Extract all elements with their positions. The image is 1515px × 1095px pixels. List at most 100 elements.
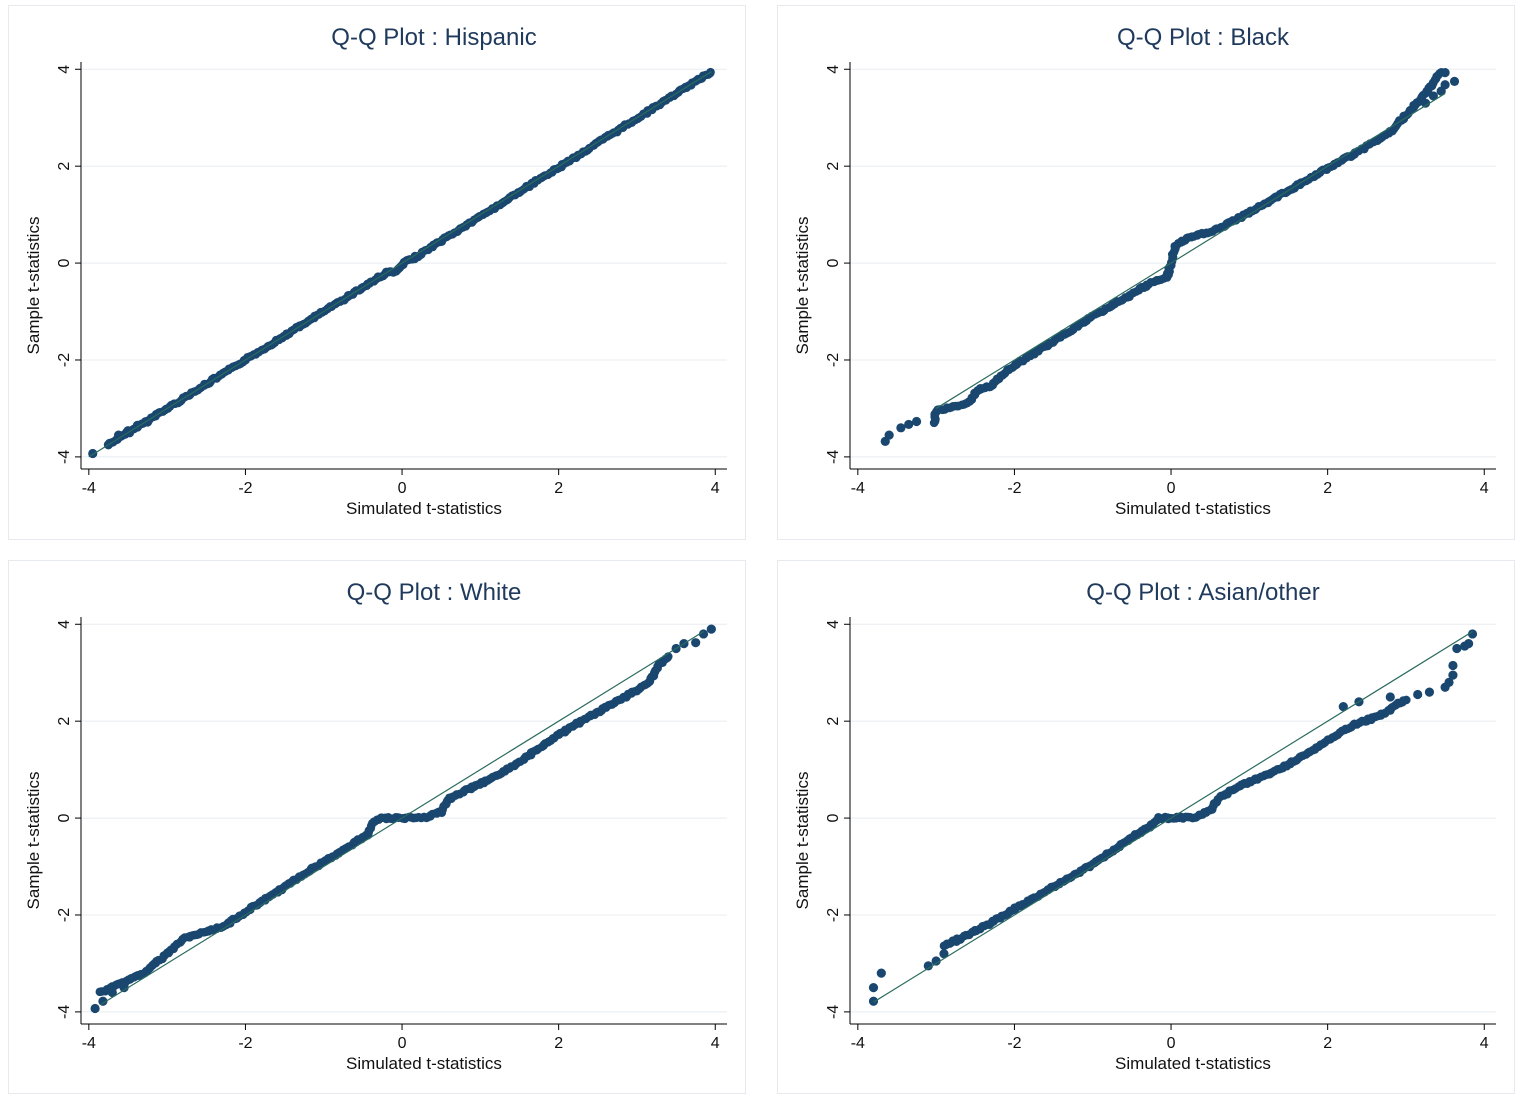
- qq-chart-asian-other: Q-Q Plot : Asian/other -4 -2 0 2 4 -4 -2 0 2 4 Simu…: [793, 579, 1496, 1073]
- chart-title: Q-Q Plot : Black: [1117, 24, 1290, 51]
- x-tick-label: -2: [238, 1035, 252, 1052]
- sample-point: [876, 968, 886, 978]
- reference-line: [100, 631, 704, 1006]
- sample-point: [868, 983, 879, 993]
- x-tick-label: -4: [851, 1035, 865, 1052]
- y-tick-label: 4: [56, 65, 73, 74]
- y-tick-label: -4: [56, 450, 73, 464]
- x-axis-title: Simulated t-statistics: [1115, 1054, 1271, 1073]
- x-tick-label: -2: [238, 480, 252, 497]
- sample-point: [698, 629, 709, 639]
- x-tick-label: -2: [1007, 480, 1021, 497]
- y-tick-label: -4: [56, 1005, 73, 1019]
- y-tick-label: -4: [825, 1005, 842, 1019]
- y-tick-label: 4: [825, 620, 842, 629]
- x-tick-label: 4: [1480, 480, 1489, 497]
- sample-point: [691, 638, 701, 648]
- sample-point: [123, 426, 133, 436]
- sample-point: [1448, 670, 1458, 680]
- sample-point: [90, 1003, 100, 1014]
- sample-point: [1420, 98, 1431, 108]
- qq-panel-asian-other: Q-Q Plot : Asian/other -4 -2 0 2 4 -4 -2 0 2 4 Simu…: [777, 560, 1515, 1094]
- y-tick-label: 4: [825, 65, 842, 74]
- sample-point: [1440, 80, 1450, 90]
- sample-points: [868, 629, 1478, 1006]
- x-tick-label: 4: [711, 480, 720, 497]
- reference-line: [88, 71, 712, 458]
- y-axis-title: Sample t-statistics: [793, 772, 812, 910]
- x-tick-label: 0: [1167, 480, 1176, 497]
- y-tick-label: -2: [825, 908, 842, 922]
- sample-point: [1463, 639, 1474, 649]
- y-axis-title: Sample t-statistics: [793, 217, 812, 355]
- qq-panel-white: Q-Q Plot : White -4 -2 0 2 4 -4 -2 0 2 4 Simulated …: [8, 560, 746, 1094]
- y-tick-label: 2: [825, 717, 842, 726]
- qq-chart-hispanic: Q-Q Plot : Hispanic -4 -2 0 2 4 -4 -2 0 2 4 Simulat…: [24, 24, 727, 518]
- sample-point: [1448, 660, 1458, 671]
- y-tick-label: -4: [825, 450, 842, 464]
- y-tick-label: 0: [825, 814, 842, 823]
- sample-point: [1402, 695, 1411, 705]
- sample-point: [98, 996, 108, 1006]
- y-tick-label: 0: [56, 814, 73, 823]
- x-tick-label: 2: [1323, 480, 1332, 497]
- y-tick-label: 2: [56, 162, 73, 171]
- x-tick-label: 4: [1480, 1035, 1489, 1052]
- sample-point: [1424, 687, 1435, 697]
- reference-line: [935, 92, 1446, 409]
- y-tick-label: 2: [56, 717, 73, 726]
- x-tick-label: 0: [1167, 1035, 1176, 1052]
- sample-point: [706, 624, 716, 634]
- sample-point: [1440, 68, 1450, 78]
- sample-point: [1444, 677, 1454, 688]
- sample-point: [931, 956, 941, 966]
- chart-title: Q-Q Plot : White: [347, 579, 522, 606]
- x-tick-label: 4: [711, 1035, 720, 1052]
- sample-point: [923, 961, 933, 971]
- y-tick-label: -2: [56, 908, 73, 922]
- y-tick-label: 2: [825, 162, 842, 171]
- chart-title: Q-Q Plot : Hispanic: [331, 24, 536, 51]
- x-tick-label: -4: [82, 1035, 96, 1052]
- sample-point: [896, 423, 906, 433]
- qq-panel-hispanic: Q-Q Plot : Hispanic -4 -2 0 2 4 -4 -2 0 2 4 Simulat…: [8, 5, 746, 540]
- y-tick-label: 0: [825, 259, 842, 268]
- x-tick-label: -4: [82, 480, 96, 497]
- sample-point: [1428, 91, 1438, 101]
- x-tick-label: 0: [398, 1035, 407, 1052]
- sample-point: [1338, 702, 1348, 712]
- sample-point: [904, 419, 914, 430]
- sample-point: [1452, 643, 1462, 654]
- y-tick-label: 4: [56, 620, 73, 629]
- x-axis-title: Simulated t-statistics: [1115, 499, 1271, 518]
- x-axis-title: Simulated t-statistics: [346, 1054, 502, 1073]
- reference-line: [873, 631, 1473, 1003]
- y-axis-title: Sample t-statistics: [24, 772, 43, 910]
- sample-point: [1413, 689, 1423, 700]
- sample-point: [1385, 692, 1395, 702]
- qq-chart-white: Q-Q Plot : White -4 -2 0 2 4 -4 -2 0 2 4 Simulated …: [24, 579, 727, 1073]
- sample-point: [911, 416, 922, 427]
- sample-point: [1449, 76, 1460, 86]
- x-tick-label: -4: [851, 480, 865, 497]
- qq-panel-black: Q-Q Plot : Black -4 -2 0 2 4 -4 -2 0 2 4 Simulated …: [777, 5, 1515, 540]
- sample-points: [90, 624, 716, 1014]
- sample-point: [868, 996, 879, 1006]
- sample-point: [107, 987, 117, 998]
- x-tick-label: 2: [554, 1035, 563, 1052]
- y-tick-label: -2: [56, 353, 73, 367]
- sample-point: [119, 983, 129, 993]
- sample-points: [880, 68, 1460, 446]
- x-tick-label: -2: [1007, 1035, 1021, 1052]
- sample-point: [884, 430, 894, 440]
- y-tick-label: 0: [56, 259, 73, 268]
- x-tick-label: 2: [1323, 1035, 1332, 1052]
- y-axis-title: Sample t-statistics: [24, 217, 43, 355]
- x-tick-label: 0: [398, 480, 407, 497]
- sample-point: [939, 949, 949, 959]
- chart-title: Q-Q Plot : Asian/other: [1086, 579, 1319, 606]
- y-tick-label: -2: [825, 353, 842, 367]
- qq-chart-black: Q-Q Plot : Black -4 -2 0 2 4 -4 -2 0 2 4 Simulated …: [793, 24, 1496, 518]
- x-axis-title: Simulated t-statistics: [346, 499, 502, 518]
- sample-point: [1467, 629, 1478, 639]
